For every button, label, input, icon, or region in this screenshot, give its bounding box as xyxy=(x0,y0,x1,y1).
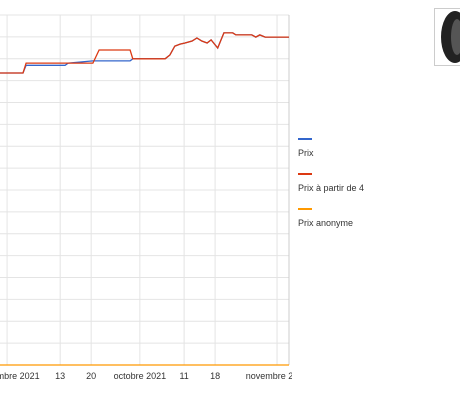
legend-item[interactable]: Prix xyxy=(298,138,368,159)
legend-item[interactable]: Prix à partir de 4 xyxy=(298,173,368,194)
chart: septembre 2021 13 20 octobre 2021 11 18 novemb… xyxy=(0,14,308,381)
legend-swatch xyxy=(298,173,312,175)
x-tick-label: septembre 2021 xyxy=(0,371,40,381)
legend-label: Prix xyxy=(298,148,314,158)
tyre-icon xyxy=(441,11,460,63)
x-tick-label: novembre 2021 xyxy=(246,371,292,381)
x-tick-label: 18 xyxy=(210,371,220,381)
series-line xyxy=(0,32,289,74)
legend-item[interactable]: Prix anonyme xyxy=(298,208,368,229)
x-tick-label: 11 xyxy=(179,371,188,381)
x-tick-label: octobre 2021 xyxy=(114,371,167,381)
series-line xyxy=(0,32,289,74)
legend-label: Prix anonyme xyxy=(298,218,354,228)
legend: Prix Prix à partir de 4 Prix anonyme xyxy=(298,138,368,243)
legend-label: Prix à partir de 4 xyxy=(298,183,365,193)
tyre-tread xyxy=(451,19,460,55)
x-tick-label: 20 xyxy=(86,371,96,381)
legend-swatch xyxy=(298,208,312,210)
x-tick-label: 13 xyxy=(55,371,65,381)
legend-swatch xyxy=(298,138,312,140)
product-thumbnail[interactable] xyxy=(434,8,460,66)
